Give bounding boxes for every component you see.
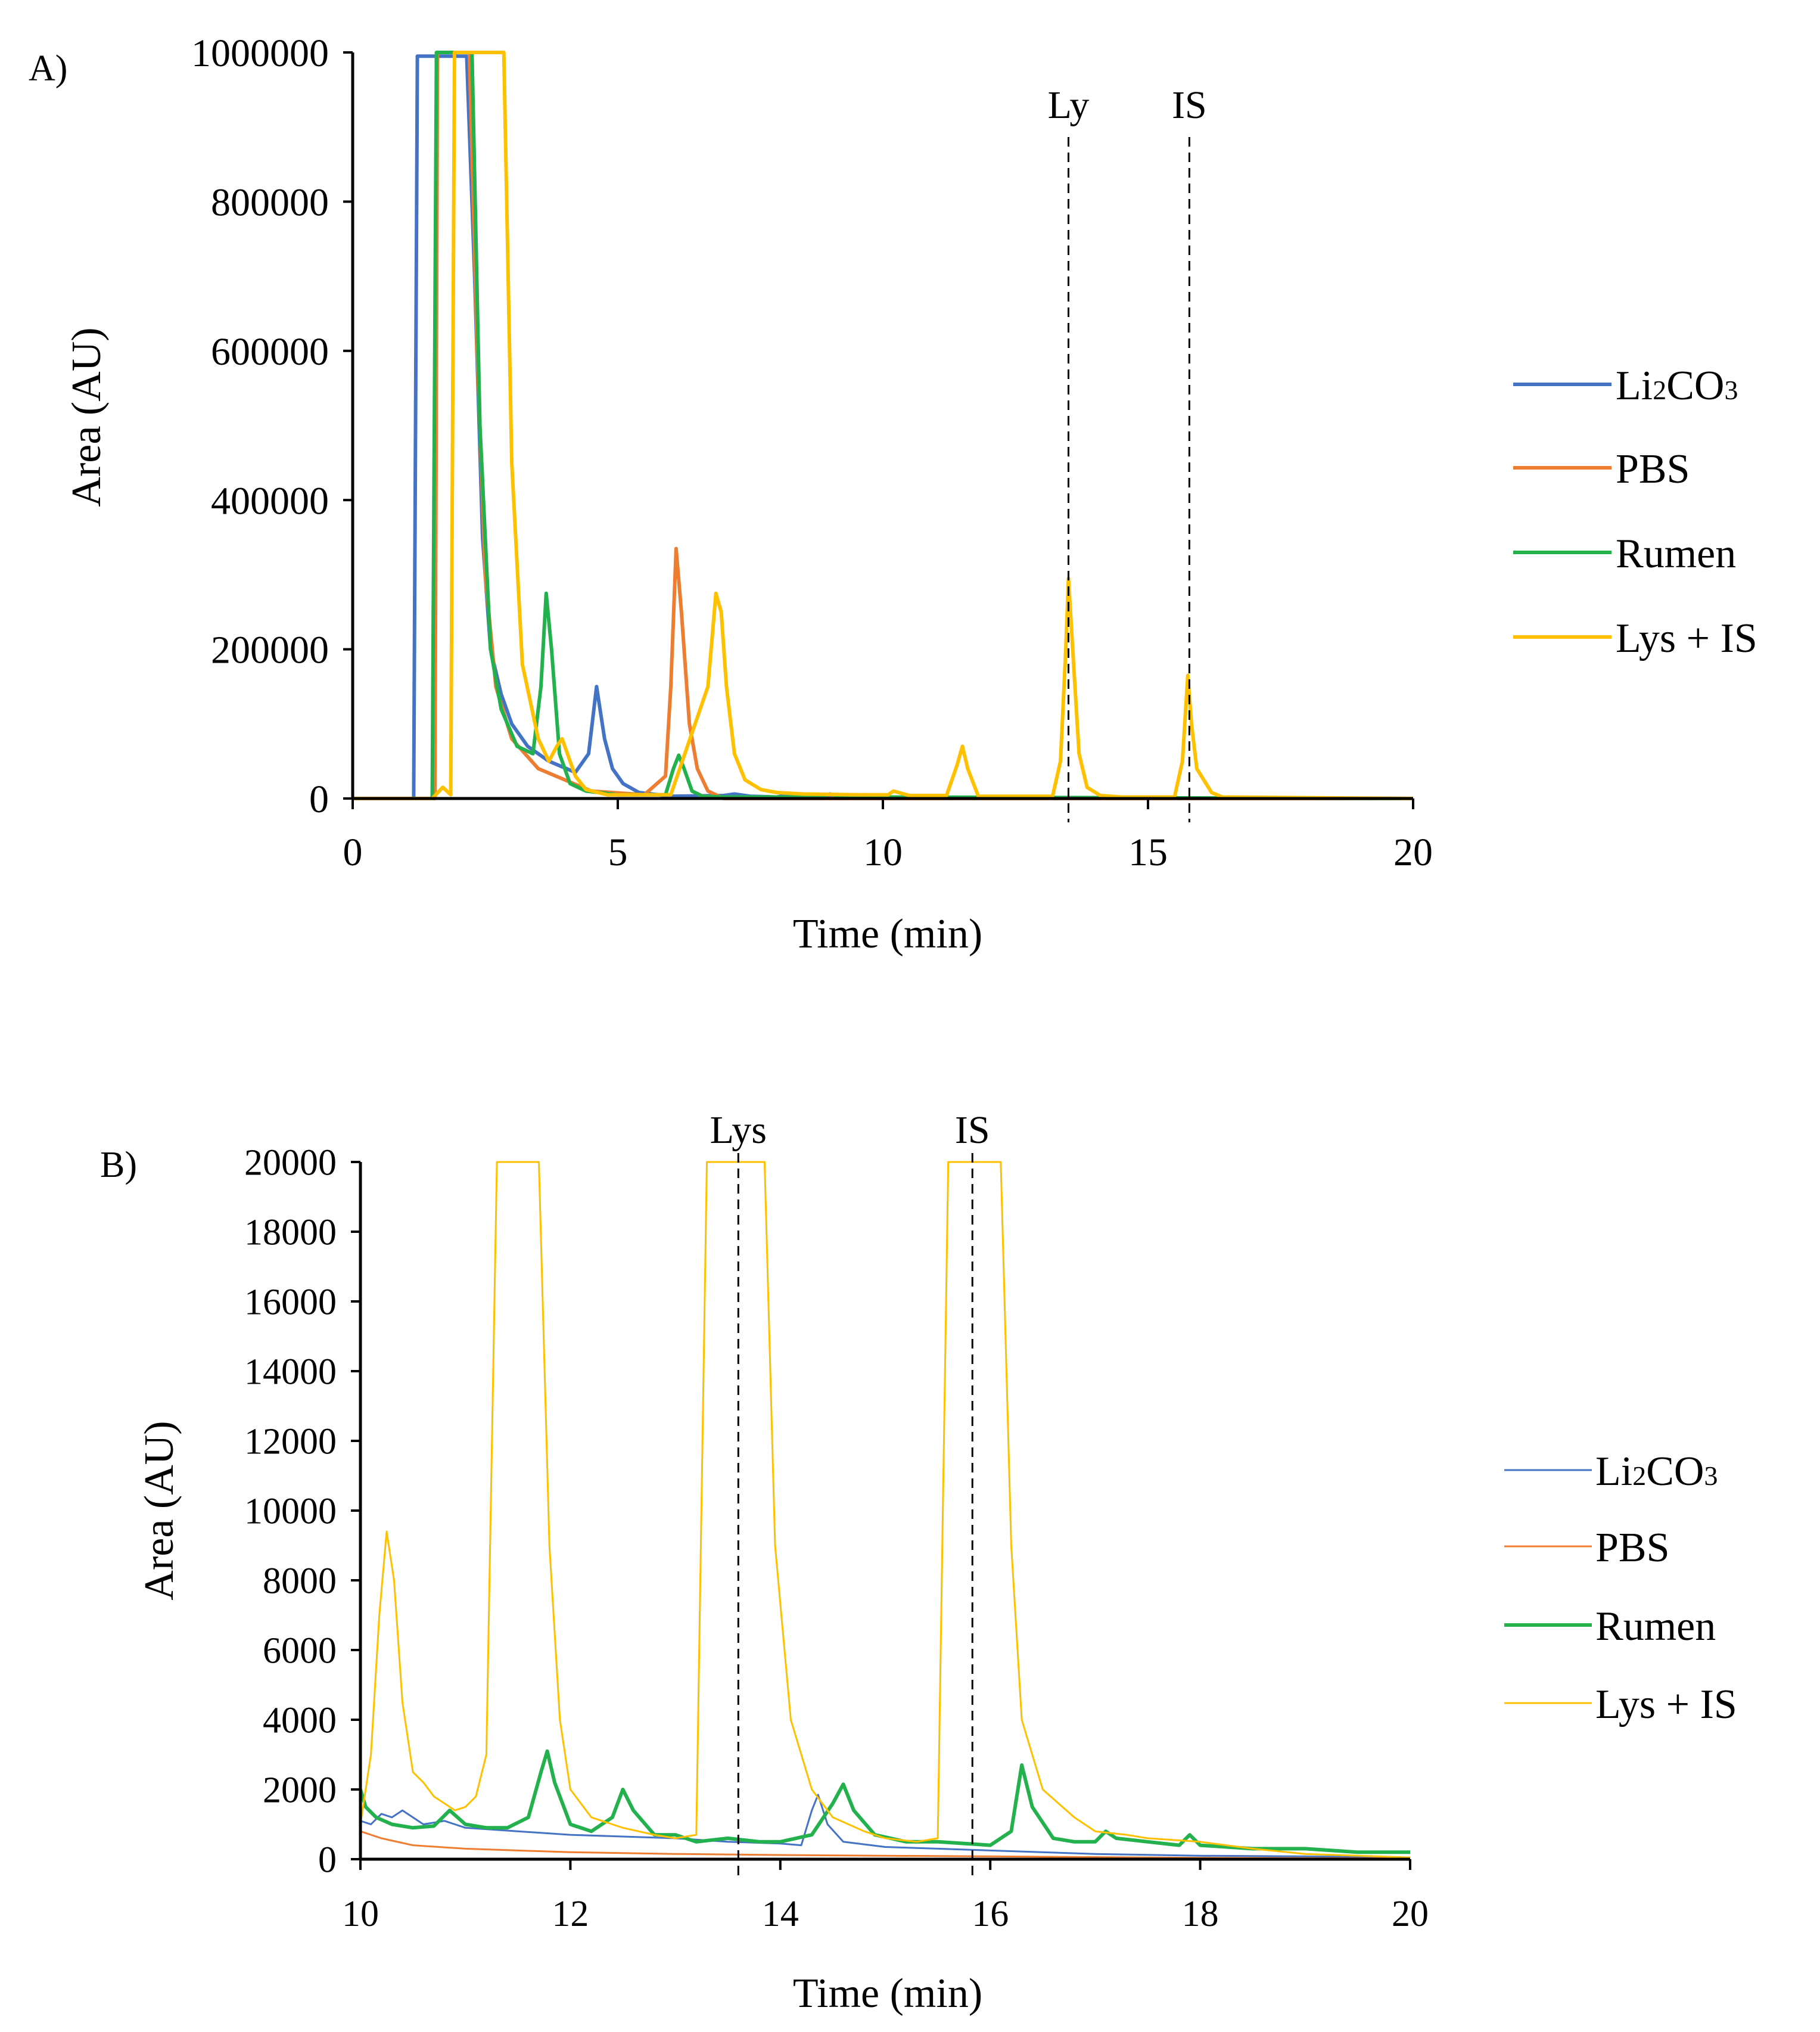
y-tick-label-b: 4000 [263,1701,337,1741]
legend-label-li2co3-b: Li2CO3 [1595,1449,1718,1495]
y-tick-label-b: 18000 [244,1213,337,1253]
x-tick-label-b: 12 [552,1894,589,1934]
x-tick-label-b: 16 [972,1894,1009,1934]
x-tick-label-b: 10 [342,1894,379,1934]
x-axis-ticks-b: 10 12 14 16 18 20 [342,1859,1429,1934]
chart-b: B) 0 2000 4000 6000 8000 10000 12000 14000 16000… [100,1108,1737,2017]
marker-label-ly-a: Ly [1048,83,1090,127]
y-tick-label-a: 800000 [211,181,329,225]
legend-label-lys-is: Lys + IS [1616,616,1757,661]
series-line-rumen-b [359,1749,1410,1854]
y-axis-ticks-a: 0 200000 400000 600000 800000 1000000 [191,32,353,821]
y-tick-label-b: 12000 [244,1422,337,1462]
series-line-lys-is-b [359,1161,1411,1859]
marker-label-is-a: IS [1172,83,1207,127]
legend-a: Li2CO3 PBS Rumen Lys + IS [1513,363,1757,661]
panel-label-a: A) [29,48,67,89]
y-tick-label-a: 400000 [211,479,329,523]
x-tick-label-b: 18 [1182,1894,1219,1934]
y-axis-ticks-b: 0 2000 4000 6000 8000 10000 12000 14000 16000 180… [244,1143,360,1881]
y-tick-label-b: 20000 [244,1143,337,1183]
series-line-li-co-b [360,1794,1411,1859]
y-tick-label-a: 1000000 [191,32,329,75]
x-tick-label-a: 15 [1128,831,1168,874]
legend-label-rumen-b: Rumen [1595,1604,1716,1649]
y-tick-label-b: 14000 [244,1352,337,1393]
y-tick-label-b: 0 [318,1840,337,1881]
legend-label-pbs: PBS [1616,446,1690,492]
x-tick-label-a: 5 [608,831,628,874]
y-tick-label-a: 600000 [211,330,329,374]
x-tick-label-b: 14 [762,1894,799,1934]
x-tick-label-b: 20 [1392,1894,1429,1934]
legend-label-lys-is-b: Lys + IS [1595,1682,1737,1727]
panel-label-b: B) [100,1145,137,1185]
legend-label-rumen: Rumen [1616,531,1736,577]
y-tick-label-b: 16000 [244,1282,337,1323]
y-tick-label-b: 8000 [263,1561,337,1602]
legend-label-pbs-b: PBS [1595,1525,1670,1571]
markers-a: Ly IS [1048,83,1207,822]
y-tick-label-b: 2000 [263,1770,337,1811]
marker-label-is-b: IS [955,1108,990,1152]
y-tick-label-b: 10000 [244,1492,337,1532]
chart-a: A) 0 200000 400000 600000 800000 1000000 Ly IS… [29,32,1757,957]
marker-label-lys-b: Lys [710,1108,767,1152]
y-axis-title-a: Area (AU) [64,327,110,507]
markers-b: Lys IS [710,1108,990,1877]
x-tick-label-a: 20 [1393,831,1433,874]
y-tick-label-b: 6000 [263,1631,337,1671]
legend-b: Li2CO3 PBS Rumen Lys + IS [1504,1449,1737,1727]
x-tick-label-a: 10 [863,831,903,874]
series-line-pbs-a [353,51,1413,800]
y-axis-title-b: Area (AU) [136,1421,182,1600]
y-tick-label-a: 200000 [211,629,329,672]
x-axis-title-b: Time (min) [793,1971,982,2017]
y-tick-label-a: 0 [309,778,329,821]
series-lines-a [353,51,1414,800]
legend-label-li2co3: Li2CO3 [1616,363,1738,409]
x-axis-title-a: Time (min) [793,911,982,957]
x-axis-ticks-a: 0 5 10 15 20 [343,798,1433,874]
x-tick-label-a: 0 [343,831,363,874]
